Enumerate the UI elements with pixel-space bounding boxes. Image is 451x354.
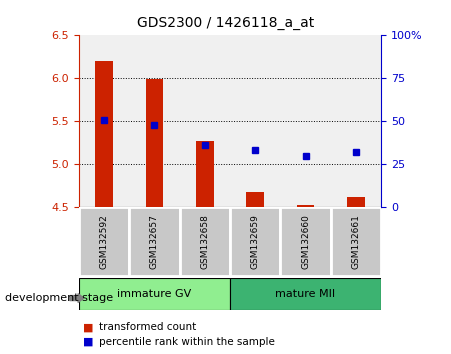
Text: ■: ■ bbox=[83, 322, 94, 332]
Bar bbox=[146, 79, 163, 207]
Bar bbox=[179, 207, 230, 276]
Text: development stage: development stage bbox=[5, 293, 113, 303]
Text: percentile rank within the sample: percentile rank within the sample bbox=[99, 337, 275, 347]
Bar bbox=[95, 61, 113, 207]
Bar bbox=[281, 207, 331, 276]
Bar bbox=[129, 207, 179, 276]
Text: GSM132660: GSM132660 bbox=[301, 214, 310, 269]
Text: GSM132592: GSM132592 bbox=[100, 214, 109, 269]
Text: GDS2300 / 1426118_a_at: GDS2300 / 1426118_a_at bbox=[137, 16, 314, 30]
Text: transformed count: transformed count bbox=[99, 322, 197, 332]
Bar bbox=[331, 207, 381, 276]
Text: GSM132658: GSM132658 bbox=[200, 214, 209, 269]
Text: mature MII: mature MII bbox=[276, 289, 336, 299]
Text: GSM132657: GSM132657 bbox=[150, 214, 159, 269]
Bar bbox=[297, 205, 314, 207]
Bar bbox=[246, 192, 264, 207]
Bar bbox=[79, 278, 230, 310]
Text: immature GV: immature GV bbox=[117, 289, 192, 299]
Bar bbox=[79, 207, 129, 276]
Bar bbox=[230, 207, 281, 276]
Text: ■: ■ bbox=[83, 337, 94, 347]
Text: GSM132661: GSM132661 bbox=[351, 214, 360, 269]
Bar bbox=[347, 197, 365, 207]
Bar bbox=[230, 278, 381, 310]
Bar bbox=[196, 141, 214, 207]
Text: GSM132659: GSM132659 bbox=[251, 214, 260, 269]
